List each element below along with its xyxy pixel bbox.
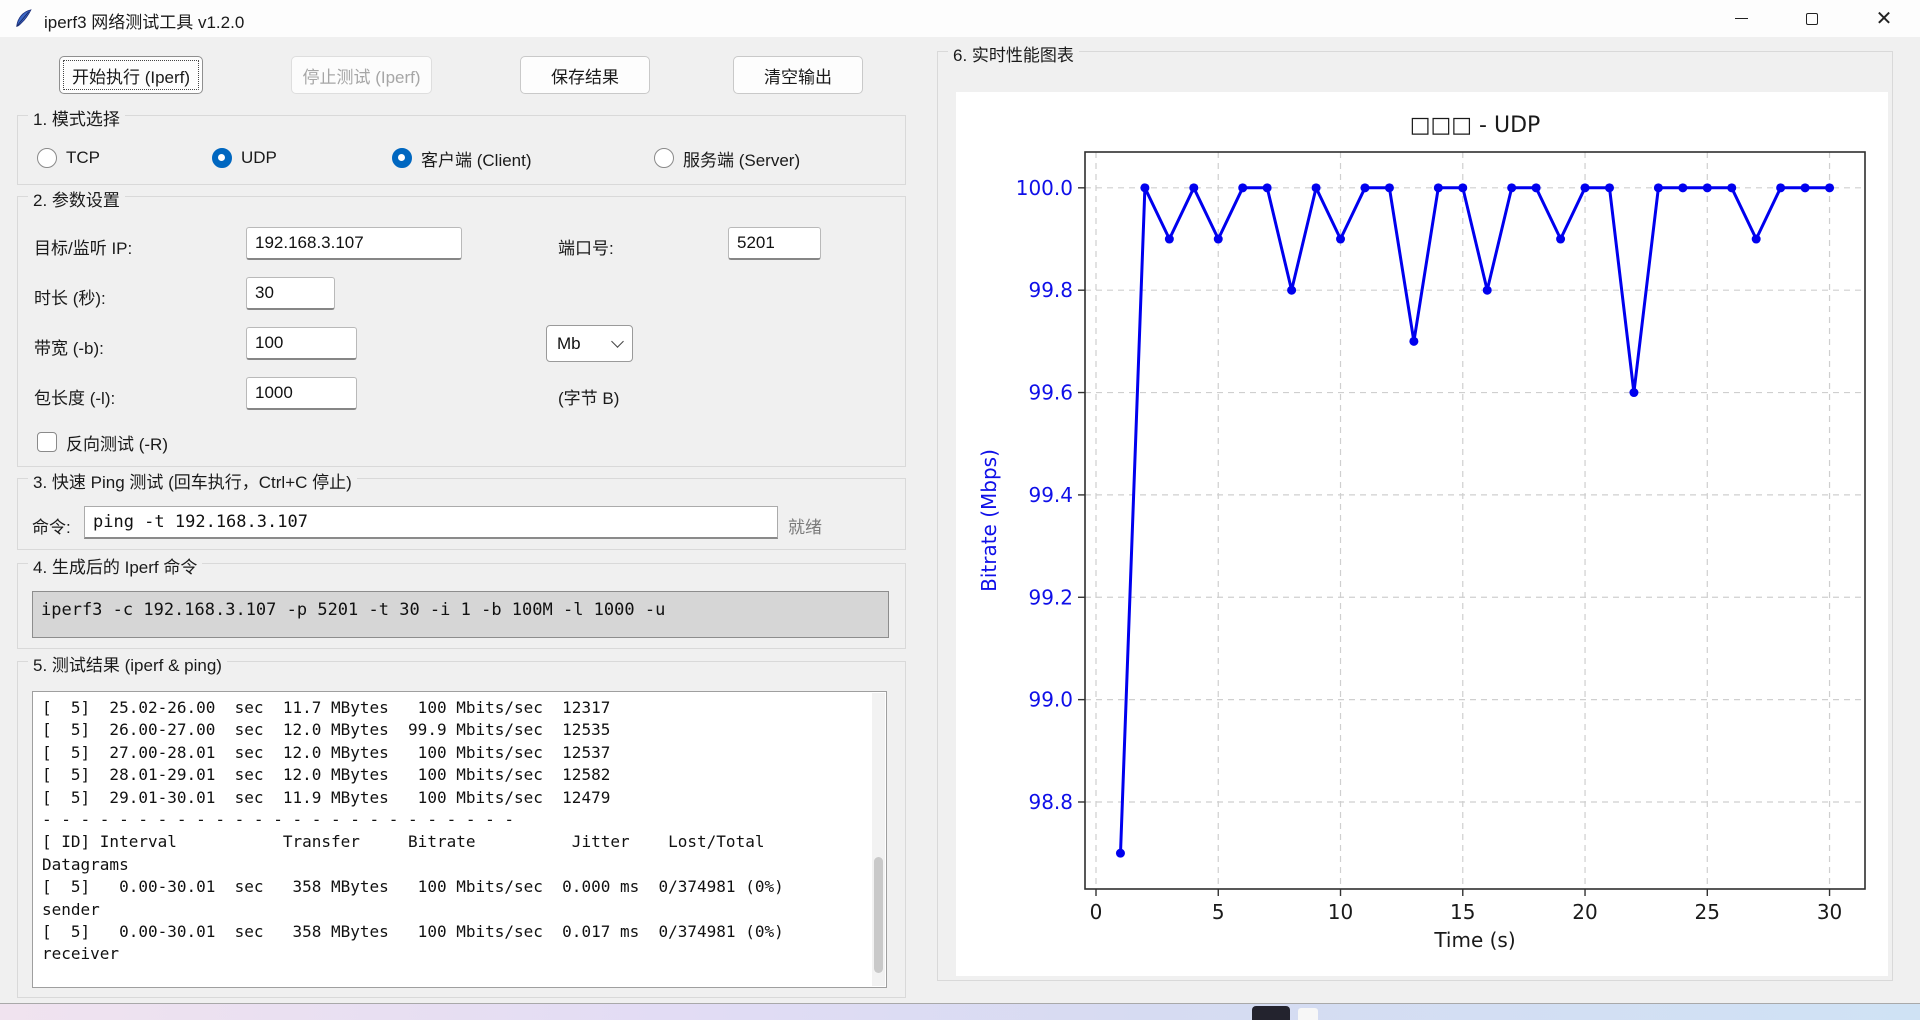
results-groupbox: 5. 测试结果 (iperf & ping) [ 5] 25.02-26.00 … (17, 651, 906, 998)
ping-command-input[interactable] (84, 506, 778, 539)
performance-chart: 0 5 10 15 20 25 30 98.8 99.0 99.2 99.4 99.6 99.8 100.… (956, 92, 1888, 976)
radio-client[interactable]: 客户端 (Client) (392, 146, 532, 170)
radio-server-label: 服务端 (Server) (683, 150, 801, 170)
svg-text:5: 5 (1212, 900, 1225, 924)
ip-label: 目标/监听 IP: (34, 239, 133, 258)
radio-icon (37, 148, 57, 168)
command-groupbox-title: 4. 生成后的 Iperf 命令 (28, 553, 203, 578)
performance-chart-svg: 0 5 10 15 20 25 30 98.8 99.0 99.2 99.4 99.6 99.8 100.… (977, 113, 1866, 952)
svg-text:0: 0 (1090, 900, 1103, 924)
reverse-test-checkbox[interactable]: 反向测试 (-R) (37, 430, 168, 454)
start-iperf-button[interactable]: 开始执行 (Iperf) (59, 56, 203, 94)
close-button[interactable]: ✕ (1855, 0, 1913, 37)
ip-input[interactable] (246, 227, 462, 260)
chevron-down-icon (611, 335, 624, 348)
reverse-test-label: 反向测试 (-R) (66, 434, 168, 454)
taskbar-icon (1252, 1006, 1290, 1020)
bandwidth-input[interactable] (246, 327, 357, 360)
results-scrollbar-thumb[interactable] (874, 857, 883, 973)
svg-text:25: 25 (1695, 900, 1720, 924)
svg-text:100.0: 100.0 (1016, 176, 1073, 200)
svg-text:99.4: 99.4 (1028, 483, 1073, 507)
close-icon: ✕ (1875, 7, 1893, 30)
length-unit-hint: (字节 B) (558, 389, 620, 408)
svg-text:10: 10 (1328, 900, 1353, 924)
port-label: 端口号: (558, 239, 614, 258)
save-results-label: 保存结果 (551, 67, 619, 87)
svg-text:30: 30 (1817, 900, 1842, 924)
radio-icon (654, 148, 674, 168)
minimize-button[interactable] (1712, 0, 1770, 37)
radio-server[interactable]: 服务端 (Server) (654, 146, 800, 170)
length-input[interactable] (246, 377, 357, 410)
clear-output-label: 清空输出 (764, 67, 832, 87)
mode-groupbox-title: 1. 模式选择 (28, 105, 125, 130)
chart-groupbox-title: 6. 实时性能图表 (948, 41, 1079, 66)
radio-udp-label: UDP (241, 148, 277, 167)
clear-output-button[interactable]: 清空输出 (733, 56, 863, 94)
save-results-button[interactable]: 保存结果 (520, 56, 650, 94)
command-groupbox: 4. 生成后的 Iperf 命令 iperf3 -c 192.168.3.107… (17, 553, 906, 649)
chart-groupbox: 6. 实时性能图表 0 5 10 15 20 25 30 98.8 99.0 99.2 99.4 99… (937, 41, 1893, 981)
results-console-text: [ 5] 25.02-26.00 sec 11.7 MBytes 100 Mbi… (42, 698, 784, 964)
length-label: 包长度 (-l): (34, 389, 116, 408)
radio-client-label: 客户端 (Client) (421, 150, 532, 170)
maximize-button[interactable] (1783, 0, 1841, 37)
params-groupbox-title: 2. 参数设置 (28, 186, 125, 211)
maximize-icon (1806, 12, 1818, 25)
ping-groupbox-title: 3. 快速 Ping 测试 (回车执行，Ctrl+C 停止) (28, 468, 357, 493)
radio-icon (212, 148, 232, 168)
svg-text:99.0: 99.0 (1028, 688, 1073, 712)
bandwidth-label: 带宽 (-b): (34, 339, 104, 358)
generated-command-box[interactable]: iperf3 -c 192.168.3.107 -p 5201 -t 30 -i… (32, 591, 889, 638)
svg-text:Bitrate (Mbps): Bitrate (Mbps) (977, 449, 1001, 592)
ping-groupbox: 3. 快速 Ping 测试 (回车执行，Ctrl+C 停止) 命令: 就绪 (17, 468, 906, 550)
ping-cmd-label: 命令: (32, 518, 71, 537)
radio-icon (392, 148, 412, 168)
port-input[interactable] (728, 227, 821, 260)
svg-text:99.8: 99.8 (1028, 278, 1073, 302)
mode-groupbox: 1. 模式选择 TCP UDP 客户端 (Client) 服务端 (Server… (17, 105, 906, 185)
stop-iperf-button[interactable]: 停止测试 (Iperf) (291, 56, 432, 94)
params-groupbox: 2. 参数设置 目标/监听 IP: 端口号: 时长 (秒): 带宽 (-b): … (17, 186, 906, 467)
radio-tcp-label: TCP (66, 148, 100, 167)
radio-udp[interactable]: UDP (212, 146, 277, 170)
duration-input[interactable] (246, 277, 335, 310)
bandwidth-unit-select[interactable]: Mb (546, 325, 633, 362)
taskbar-sliver (0, 1004, 1920, 1020)
svg-text:98.8: 98.8 (1028, 790, 1073, 814)
feather-app-icon (16, 9, 32, 27)
duration-label: 时长 (秒): (34, 289, 106, 308)
results-scrollbar[interactable] (872, 693, 885, 986)
svg-text:99.2: 99.2 (1028, 585, 1073, 609)
radio-tcp[interactable]: TCP (37, 146, 100, 170)
results-groupbox-title: 5. 测试结果 (iperf & ping) (28, 651, 227, 676)
ping-status-label: 就绪 (788, 518, 822, 537)
minimize-icon (1734, 18, 1748, 19)
svg-text:20: 20 (1572, 900, 1597, 924)
svg-text:99.6: 99.6 (1028, 381, 1073, 405)
start-iperf-label: 开始执行 (Iperf) (71, 67, 191, 87)
results-console[interactable]: [ 5] 25.02-26.00 sec 11.7 MBytes 100 Mbi… (32, 691, 887, 988)
svg-text:□□□ - UDP: □□□ - UDP (1410, 113, 1541, 138)
taskbar-icon (1298, 1008, 1318, 1020)
svg-text:15: 15 (1450, 900, 1475, 924)
svg-text:Time (s): Time (s) (1433, 928, 1515, 952)
window-bottom-edge (0, 1003, 1920, 1004)
checkbox-icon (37, 432, 57, 452)
titlebar: iperf3 网络测试工具 v1.2.0 ✕ (0, 0, 1920, 37)
window-title: iperf3 网络测试工具 v1.2.0 (44, 13, 245, 32)
stop-iperf-label: 停止测试 (Iperf) (302, 67, 421, 87)
bandwidth-unit-value: Mb (557, 333, 581, 353)
